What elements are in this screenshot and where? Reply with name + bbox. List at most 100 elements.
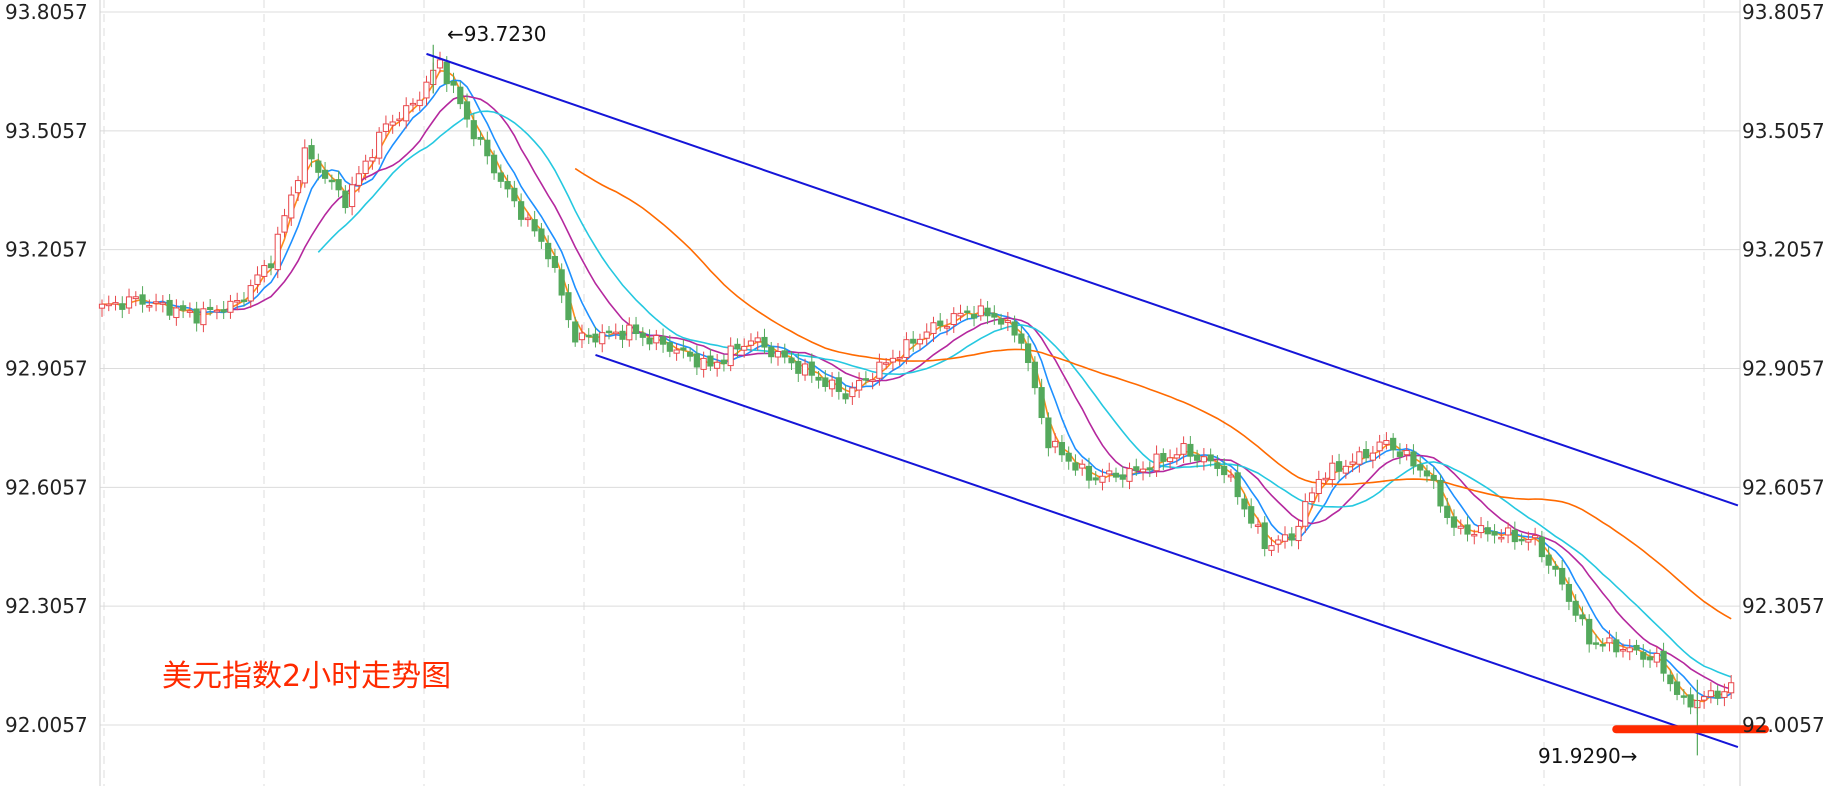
candle-body: [1721, 691, 1728, 698]
candle-body: [862, 378, 869, 381]
candle-body: [1335, 461, 1343, 472]
candle-body: [1680, 695, 1687, 698]
candle-body: [1565, 583, 1573, 602]
candle-body: [213, 309, 221, 313]
candle-body: [1295, 525, 1302, 542]
candle-body: [943, 326, 951, 329]
candle-body: [450, 80, 457, 86]
candle-body: [592, 333, 599, 343]
candle-body: [1275, 539, 1282, 545]
candle-body: [403, 105, 410, 122]
candle-body: [1525, 539, 1532, 543]
candle-body: [545, 242, 552, 260]
candle-body: [1315, 478, 1322, 494]
candle-body: [1376, 441, 1383, 452]
candle-body: [139, 294, 146, 305]
high-annotation: ←93.7230: [447, 22, 546, 46]
candle-body: [869, 379, 876, 382]
candle-body: [707, 355, 714, 367]
candle-body: [1072, 462, 1079, 471]
candle-body: [828, 379, 836, 390]
candle-body: [795, 360, 802, 374]
candle-body: [490, 154, 498, 174]
y-tick-label-right: 93.8057: [1742, 0, 1825, 24]
candle-body: [788, 357, 795, 364]
candle-body: [916, 338, 924, 345]
candle-body: [125, 296, 133, 309]
candle-body: [193, 308, 200, 324]
candle-body: [504, 181, 511, 190]
candle-body: [659, 336, 667, 345]
candle-body: [1579, 614, 1586, 620]
candle-body: [1667, 674, 1674, 685]
candle-body: [876, 361, 883, 379]
candle-body: [842, 393, 849, 400]
candle-body: [1261, 522, 1268, 550]
candle-body: [1538, 536, 1545, 558]
candle-body: [822, 377, 829, 387]
candle-body: [1058, 442, 1066, 456]
candle-body: [159, 302, 166, 305]
candle-body: [605, 330, 613, 334]
candle-body: [1011, 321, 1018, 336]
candle-body: [551, 256, 559, 268]
candle-body: [687, 351, 694, 357]
candle-body: [1363, 449, 1370, 459]
candle-body: [355, 173, 362, 186]
candle-body: [470, 120, 477, 140]
candle-body: [1031, 361, 1038, 389]
candle-body: [741, 345, 748, 351]
ma-line-purple: [223, 95, 1732, 690]
candle-body: [957, 312, 964, 317]
candle-body: [247, 285, 254, 302]
candle-body: [1477, 525, 1485, 534]
candle-body: [761, 336, 768, 348]
candle-body: [531, 219, 538, 232]
candle-body: [1606, 637, 1613, 644]
candle-body: [1599, 643, 1606, 647]
candle-body: [653, 335, 660, 344]
candle-body: [267, 263, 275, 269]
candle-body: [964, 310, 971, 314]
candle-body: [714, 361, 721, 369]
candle-body: [1133, 466, 1140, 471]
candle-body: [497, 172, 504, 182]
candle-body: [984, 307, 991, 317]
candle-body: [1484, 527, 1491, 535]
candle-body: [436, 59, 444, 69]
candle-body: [997, 318, 1005, 325]
candle-body: [1701, 696, 1708, 701]
y-tick-label-left: 93.2057: [5, 238, 88, 262]
candle-body: [754, 337, 761, 343]
candle-body: [950, 313, 957, 326]
y-tick-label-left: 92.3057: [5, 594, 88, 618]
candle-body: [781, 350, 788, 358]
candle-body: [227, 300, 234, 313]
candle-body: [423, 81, 430, 99]
moving-average-lines: [102, 69, 1732, 703]
candle-body: [1227, 474, 1235, 478]
candle-body: [1532, 535, 1539, 539]
candle-body: [1450, 516, 1458, 528]
candle-body: [321, 169, 329, 179]
candle-body: [1714, 690, 1721, 699]
candle-body: [1079, 463, 1086, 469]
candle-body: [1653, 652, 1660, 663]
candle-body: [883, 362, 890, 365]
candle-body: [240, 299, 248, 303]
candle-body: [328, 179, 335, 183]
candle-body: [119, 303, 126, 310]
candle-body: [1545, 554, 1552, 566]
candle-body: [889, 357, 897, 363]
candle-body: [1126, 468, 1133, 482]
y-tick-label-right: 93.2057: [1742, 238, 1825, 262]
candle-body: [281, 215, 288, 233]
candle-body: [1356, 451, 1363, 465]
candle-body: [376, 131, 383, 159]
candlesticks: [98, 44, 1735, 756]
candle-body: [1221, 465, 1228, 476]
candle-body: [1173, 454, 1180, 459]
candle-body: [1099, 475, 1106, 483]
candle-body: [1396, 451, 1404, 457]
candle-body: [1511, 529, 1518, 543]
